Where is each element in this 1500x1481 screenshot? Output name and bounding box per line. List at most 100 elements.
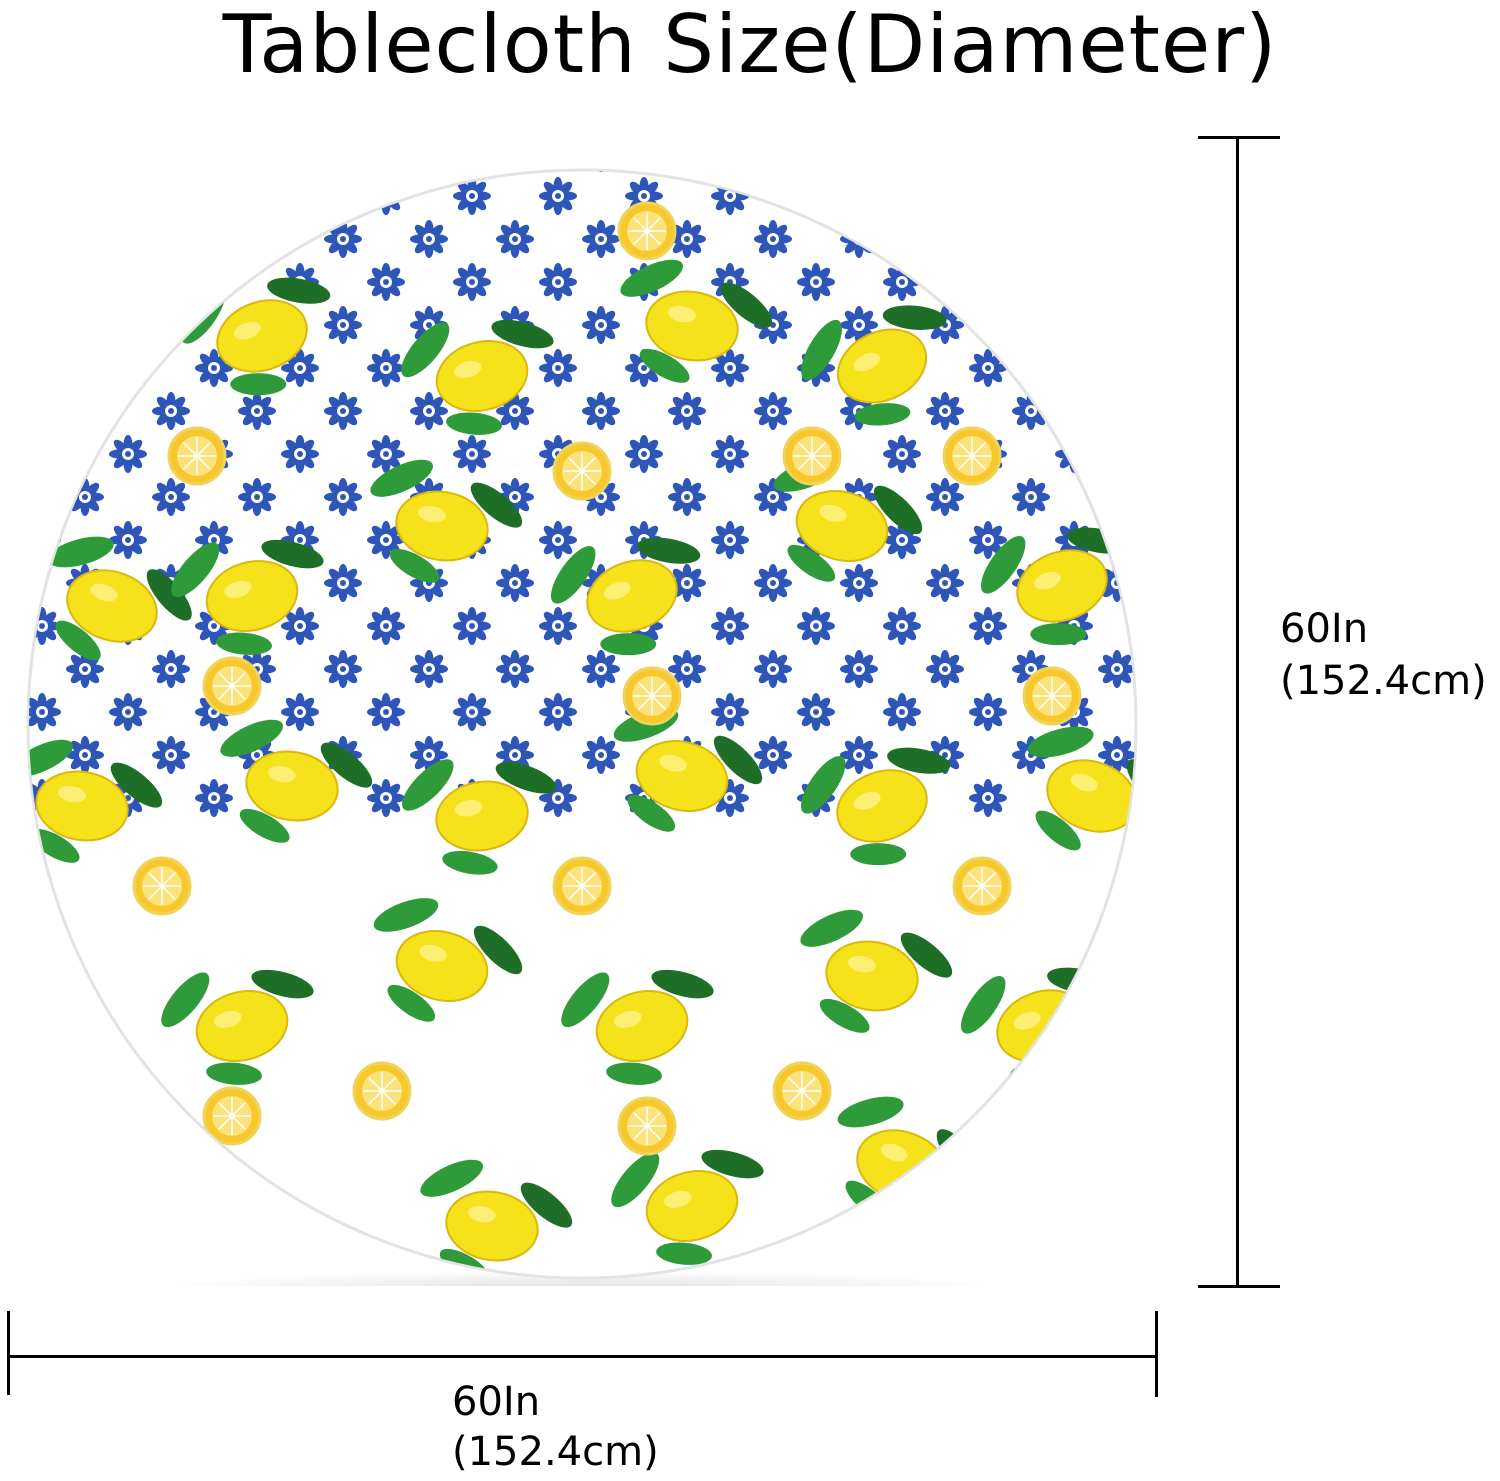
blue-tile-flower (281, 693, 319, 731)
blue-tile-flower (1055, 349, 1093, 387)
blue-tile-flower (496, 220, 534, 258)
blue-tile-flower (453, 435, 491, 473)
lemon-with-leaves (613, 708, 763, 832)
width-dimension-left-tick (7, 1311, 10, 1395)
blue-tile-flower (1141, 607, 1142, 645)
blue-tile-flower (797, 693, 835, 731)
tablecloth-pattern-graphic (26, 168, 1142, 1286)
blue-tile-flower (582, 650, 620, 688)
blue-tile-flower (854, 171, 864, 172)
page-title: Tablecloth Size(Diameter) (222, 0, 1278, 91)
blue-tile-flower (1141, 779, 1142, 817)
lemon-with-leaves (801, 305, 947, 426)
height-dimension-top-tick (1198, 136, 1280, 139)
blue-tile-flower (1026, 171, 1036, 172)
blue-tile-flower (338, 171, 348, 172)
blue-tile-flower (66, 220, 104, 258)
blue-tile-flower (453, 263, 491, 301)
blue-tile-flower (29, 693, 61, 731)
blue-tile-flower (711, 435, 749, 473)
blue-tile-flower (711, 521, 749, 559)
blue-tile-flower (238, 220, 276, 258)
lemon-with-leaves (800, 747, 951, 866)
blue-tile-flower (1098, 478, 1135, 516)
lemon-with-leaves (402, 759, 557, 875)
blue-tile-flower (281, 177, 319, 215)
blue-tile-flower (510, 171, 520, 172)
lemon-with-leaves (800, 909, 953, 1033)
blue-tile-flower (797, 263, 835, 301)
blue-tile-flower (29, 607, 61, 645)
blue-tile-flower (1098, 306, 1135, 344)
blue-tile-flower (1141, 349, 1142, 387)
blue-tile-flower (324, 478, 362, 516)
blue-tile-flower (195, 177, 233, 215)
blue-tile-flower (582, 736, 620, 774)
lemon-slice (132, 856, 192, 916)
lemon-with-leaves (220, 719, 373, 843)
blue-tile-flower (969, 177, 1007, 215)
blue-tile-flower (29, 177, 61, 215)
lemon-slice (552, 856, 612, 916)
blue-tile-flower (152, 392, 190, 430)
blue-tile-flower (281, 435, 319, 473)
blue-tile-flower (152, 220, 190, 258)
lemon-slice (202, 1086, 262, 1146)
blue-tile-flower (969, 693, 1007, 731)
lemon-with-leaves (161, 969, 314, 1085)
blue-tile-flower (109, 435, 147, 473)
blue-tile-flower (582, 306, 620, 344)
blue-tile-flower (539, 263, 577, 301)
blue-tile-flower (926, 650, 964, 688)
blue-tile-flower (1055, 263, 1093, 301)
blue-tile-flower (711, 177, 749, 215)
blue-tile-flower (668, 478, 706, 516)
blue-tile-flower (539, 177, 577, 215)
blue-tile-flower (539, 693, 577, 731)
blue-tile-flower (367, 177, 405, 215)
lemon-with-leaves (180, 277, 331, 396)
blue-tile-flower (1112, 171, 1122, 172)
blue-tile-flower (80, 171, 90, 172)
height-dimension-bottom-tick (1198, 1285, 1280, 1288)
blue-tile-flower (453, 693, 491, 731)
blue-tile-flower (496, 478, 534, 516)
blue-tile-flower (883, 521, 921, 559)
blue-tile-flower (195, 263, 233, 301)
blue-tile-flower (1012, 306, 1050, 344)
blue-tile-flower (496, 564, 534, 602)
blue-tile-flower (969, 263, 1007, 301)
blue-tile-flower (281, 607, 319, 645)
lemon-slice (617, 1096, 677, 1156)
blue-tile-flower (195, 779, 233, 817)
blue-tile-flower (754, 392, 792, 430)
blue-tile-flower (969, 349, 1007, 387)
blue-tile-flower (367, 521, 405, 559)
blue-tile-flower (1141, 435, 1142, 473)
blue-tile-flower (711, 693, 749, 731)
blue-tile-flower (367, 263, 405, 301)
lemon-slice (942, 426, 1002, 486)
blue-tile-flower (424, 171, 434, 172)
width-dimension-centimeters: (152.4cm) (452, 1429, 659, 1475)
lemon-slice (202, 656, 262, 716)
blue-tile-flower (1012, 478, 1050, 516)
lemon-with-leaves (401, 319, 554, 435)
blue-tile-flower (926, 478, 964, 516)
blue-tile-flower (711, 349, 749, 387)
blue-tile-flower (840, 650, 878, 688)
height-dimension-centimeters: (152.4cm) (1280, 658, 1487, 704)
blue-tile-flower (1141, 177, 1142, 215)
blue-tile-flower (797, 607, 835, 645)
blue-tile-flower (539, 779, 577, 817)
lemon-with-leaves (47, 536, 192, 661)
blue-tile-flower (66, 392, 104, 430)
blue-tile-flower (797, 177, 835, 215)
blue-tile-flower (1012, 220, 1050, 258)
blue-tile-flower (29, 435, 61, 473)
blue-tile-flower (883, 607, 921, 645)
blue-tile-flower (754, 650, 792, 688)
lemon-slice (352, 1061, 412, 1121)
blue-tile-flower (109, 263, 147, 301)
blue-tile-flower (367, 349, 405, 387)
